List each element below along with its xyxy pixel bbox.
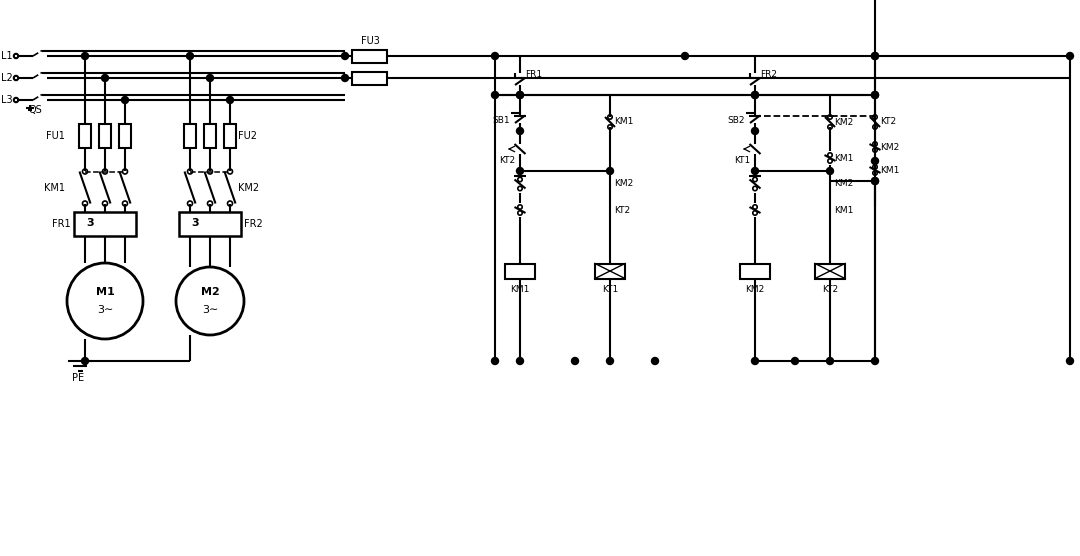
Text: L3: L3: [1, 95, 13, 105]
Circle shape: [491, 92, 499, 98]
Circle shape: [491, 358, 499, 365]
Circle shape: [122, 97, 129, 103]
Circle shape: [516, 358, 524, 365]
Text: FR1: FR1: [52, 219, 71, 229]
Circle shape: [516, 127, 524, 135]
Circle shape: [227, 97, 233, 103]
Text: FR1: FR1: [525, 70, 542, 78]
Bar: [119, 124, 131, 148]
Circle shape: [341, 75, 349, 82]
Circle shape: [651, 358, 659, 365]
Circle shape: [752, 92, 758, 98]
Circle shape: [491, 52, 499, 59]
Circle shape: [516, 167, 524, 175]
Text: KT2: KT2: [615, 206, 630, 215]
Text: KT1: KT1: [602, 285, 618, 294]
Circle shape: [792, 358, 798, 365]
Bar: [79, 124, 91, 148]
Text: 3∼: 3∼: [202, 305, 218, 315]
Circle shape: [81, 52, 89, 59]
Circle shape: [607, 167, 613, 175]
Text: FR2: FR2: [244, 219, 262, 229]
Circle shape: [872, 358, 878, 365]
Bar: [75, 212, 136, 236]
Text: SB1: SB1: [492, 116, 510, 125]
Text: L2: L2: [1, 73, 13, 83]
Circle shape: [1066, 358, 1074, 365]
Text: KM2: KM2: [880, 142, 900, 151]
Bar: [740, 264, 770, 279]
Circle shape: [752, 358, 758, 365]
Circle shape: [872, 92, 878, 98]
Text: KM1: KM1: [834, 153, 853, 162]
Text: M1: M1: [96, 287, 114, 297]
Text: FU1: FU1: [46, 131, 65, 141]
Circle shape: [872, 52, 878, 59]
Circle shape: [681, 52, 688, 59]
Circle shape: [872, 157, 878, 165]
Circle shape: [872, 52, 878, 59]
Circle shape: [872, 177, 878, 185]
Text: 3: 3: [86, 218, 94, 228]
Text: FU2: FU2: [238, 131, 257, 141]
Circle shape: [607, 358, 613, 365]
Text: KT2: KT2: [822, 285, 838, 294]
Circle shape: [826, 358, 834, 365]
Text: KM1: KM1: [615, 117, 633, 126]
Circle shape: [206, 75, 214, 82]
Circle shape: [872, 92, 878, 98]
Text: FR2: FR2: [760, 70, 777, 78]
Circle shape: [752, 92, 758, 98]
Text: KM2: KM2: [834, 117, 853, 127]
Bar: [204, 124, 216, 148]
Text: KM2: KM2: [238, 182, 259, 192]
Circle shape: [187, 52, 193, 59]
Circle shape: [341, 52, 349, 59]
Circle shape: [102, 75, 108, 82]
Bar: [224, 124, 237, 148]
Circle shape: [571, 358, 579, 365]
Text: KM1: KM1: [880, 166, 900, 175]
Circle shape: [826, 167, 834, 175]
Bar: [352, 72, 388, 85]
Text: 3: 3: [191, 218, 199, 228]
Text: 3∼: 3∼: [97, 305, 113, 315]
Bar: [99, 124, 111, 148]
Text: KM2: KM2: [834, 178, 853, 187]
Text: KM1: KM1: [511, 285, 529, 294]
Text: L1: L1: [1, 51, 13, 61]
Text: KT1: KT1: [733, 156, 750, 165]
Text: KM2: KM2: [745, 285, 765, 294]
Text: SB2: SB2: [728, 116, 745, 125]
Bar: [179, 212, 241, 236]
Text: KM1: KM1: [834, 206, 853, 215]
Text: KT2: KT2: [880, 117, 896, 126]
Text: KT2: KT2: [499, 156, 515, 165]
Text: KM2: KM2: [615, 178, 633, 187]
Circle shape: [81, 358, 89, 365]
Circle shape: [1066, 52, 1074, 59]
Text: PE: PE: [72, 373, 84, 383]
Bar: [815, 264, 845, 279]
Text: KM1: KM1: [44, 182, 65, 192]
Bar: [505, 264, 535, 279]
Text: M2: M2: [201, 287, 219, 297]
Bar: [352, 49, 388, 62]
Text: QS: QS: [28, 105, 42, 115]
Text: FU3: FU3: [361, 36, 379, 46]
Circle shape: [752, 127, 758, 135]
Circle shape: [516, 92, 524, 98]
Bar: [184, 124, 195, 148]
Bar: [595, 264, 625, 279]
Circle shape: [752, 167, 758, 175]
Circle shape: [872, 177, 878, 185]
Circle shape: [516, 92, 524, 98]
